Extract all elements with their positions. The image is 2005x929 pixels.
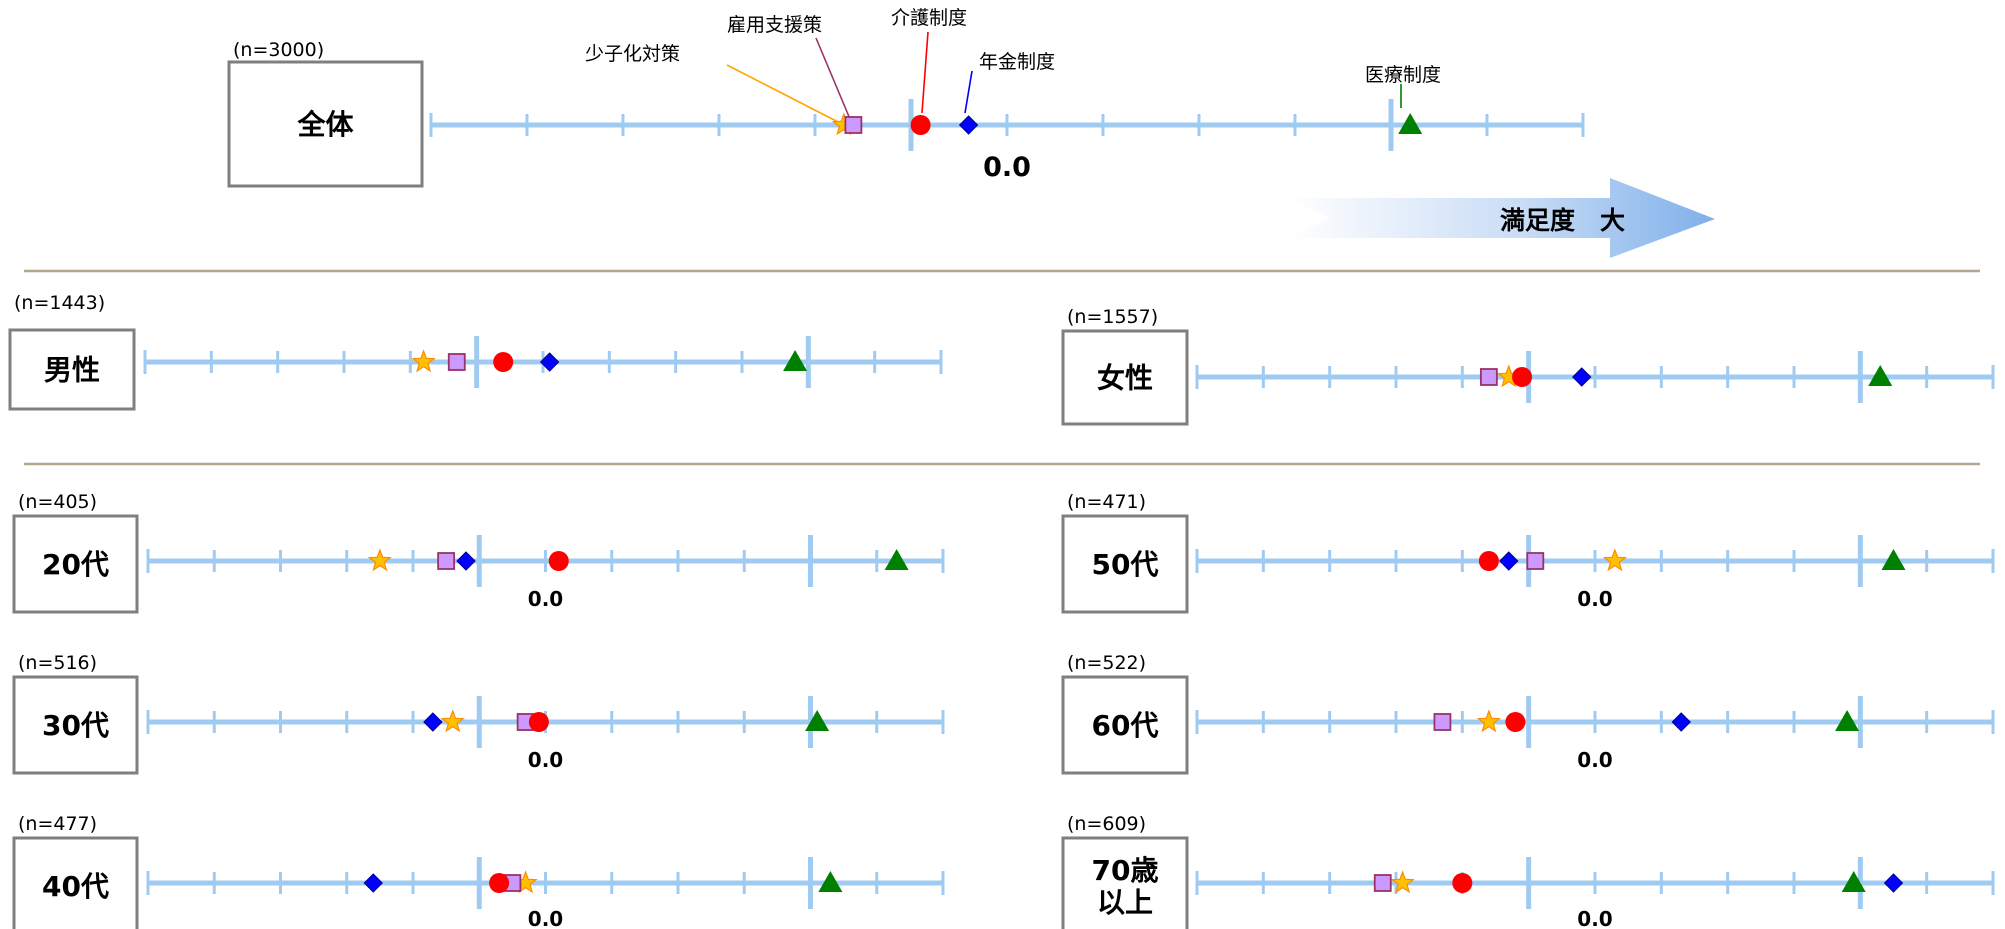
point-nenkin <box>1499 551 1519 571</box>
panel-n-label: (n=405) <box>18 491 97 513</box>
point-shoshi <box>1602 548 1628 572</box>
satisfaction-arrow-label: 満足度 大 <box>1500 206 1625 235</box>
panel-label: 50代 <box>1092 548 1159 581</box>
panel-label: 20代 <box>42 548 109 581</box>
point-nenkin <box>423 712 443 732</box>
callout-line-kaigo <box>921 31 929 114</box>
point-koyo <box>1526 552 1545 570</box>
zero-tick-label: 0.0 <box>528 748 563 772</box>
callout-label-koyo: 雇用支援策 <box>727 14 822 36</box>
panel-label: 30代 <box>42 709 109 742</box>
panel-all: (n=3000) 全体 0.0 <box>227 39 1585 188</box>
zero-tick-label: 0.0 <box>983 152 1031 183</box>
panel-label: 男性 <box>44 354 100 387</box>
zero-tick-label: 0.0 <box>1577 907 1612 929</box>
panel-n-label: (n=522) <box>1067 652 1146 674</box>
panel-label: 40代 <box>42 870 109 903</box>
point-shoshi <box>1390 870 1415 894</box>
point-iryo <box>818 871 843 892</box>
satisfaction-arrow: 満足度 大 <box>1288 178 1715 258</box>
point-iryo <box>1868 365 1893 386</box>
point-kaigo <box>528 712 549 732</box>
point-nenkin <box>1572 367 1592 387</box>
callout-label-kaigo: 介護制度 <box>891 7 967 29</box>
panel-n-label: (n=516) <box>18 652 97 674</box>
panel-20s: (n=405) 20代 0.0 <box>12 491 945 614</box>
panel-n-label: (n=609) <box>1067 813 1146 835</box>
point-shoshi <box>440 709 465 733</box>
point-koyo <box>447 353 466 371</box>
panel-60s: (n=522) 60代 0.0 <box>1061 652 1995 775</box>
point-shoshi <box>411 349 436 373</box>
point-kaigo <box>910 115 931 135</box>
panel-n-label: (n=1443) <box>14 292 105 314</box>
panel-label: 全体 <box>296 108 354 141</box>
point-nenkin <box>456 551 476 571</box>
panel-label-box <box>1061 329 1189 426</box>
satisfaction-arrow-shape <box>1288 178 1715 258</box>
point-nenkin <box>1671 712 1691 732</box>
point-nenkin <box>539 352 560 372</box>
panel-label-box <box>227 60 424 188</box>
point-kaigo <box>548 551 569 571</box>
callout-line-koyo <box>815 37 851 120</box>
panel-label-box <box>12 836 139 929</box>
zero-tick-label: 0.0 <box>1577 748 1612 772</box>
zero-tick-label: 0.0 <box>528 907 563 929</box>
panel-n-label: (n=471) <box>1067 491 1146 513</box>
panel-label-box <box>1061 836 1189 929</box>
panel-n-label: (n=477) <box>18 813 97 835</box>
panel-label-box <box>8 328 136 411</box>
panel-male: (n=1443) 男性 <box>8 292 943 411</box>
point-koyo <box>1373 874 1392 892</box>
point-nenkin <box>958 115 979 135</box>
callout-line-nenkin <box>964 70 973 114</box>
point-koyo <box>1479 368 1498 386</box>
zero-tick-label: 0.0 <box>528 587 563 611</box>
panel-n-label: (n=1557) <box>1067 306 1158 328</box>
panel-label-box <box>12 514 139 614</box>
panel-n-label: (n=3000) <box>233 39 324 61</box>
panel-50s: (n=471) 50代 0.0 <box>1061 491 1995 614</box>
point-kaigo <box>493 352 514 372</box>
panel-label-box <box>12 675 139 775</box>
point-iryo <box>783 350 808 371</box>
point-iryo <box>1398 113 1423 134</box>
callout-line-shoshi <box>726 64 843 125</box>
panels: (n=3000) 全体 0.0 (n=1443) 男性 (n=1557) 女性 (n=405)… <box>8 39 1995 929</box>
panel-label: 70歳 <box>1092 854 1159 887</box>
callout-label-nenkin: 年金制度 <box>979 51 1055 73</box>
panel-label-box <box>1061 514 1189 614</box>
point-koyo <box>437 552 456 570</box>
point-shoshi <box>1476 709 1501 733</box>
point-kaigo <box>1505 712 1526 732</box>
point-iryo <box>884 549 909 570</box>
point-iryo <box>1835 710 1860 731</box>
panel-female: (n=1557) 女性 <box>1061 306 1995 426</box>
point-shoshi <box>367 548 392 572</box>
point-iryo <box>1881 549 1906 570</box>
point-kaigo <box>1452 873 1473 893</box>
callout-label-shoshi: 少子化対策 <box>585 43 680 65</box>
point-kaigo <box>489 873 510 893</box>
panel-40s: (n=477) 40代 0.0 <box>12 813 945 929</box>
panel-label: 以上 <box>1097 886 1153 919</box>
callouts: 少子化対策 雇用支援策 介護制度 年金制度 医療制度 <box>585 7 1441 125</box>
panel-label: 女性 <box>1097 362 1153 395</box>
point-koyo <box>844 116 863 134</box>
panel-30s: (n=516) 30代 0.0 <box>12 652 945 775</box>
point-kaigo <box>1478 551 1499 571</box>
point-kaigo <box>1512 367 1533 387</box>
point-iryo <box>1841 871 1866 892</box>
point-nenkin <box>363 873 383 893</box>
point-koyo <box>1433 713 1452 731</box>
panel-label-box <box>1061 675 1189 775</box>
zero-tick-label: 0.0 <box>1577 587 1612 611</box>
point-nenkin <box>1883 873 1904 893</box>
callout-label-iryo: 医療制度 <box>1365 64 1441 86</box>
point-iryo <box>805 710 830 731</box>
panel-label: 60代 <box>1092 709 1159 742</box>
